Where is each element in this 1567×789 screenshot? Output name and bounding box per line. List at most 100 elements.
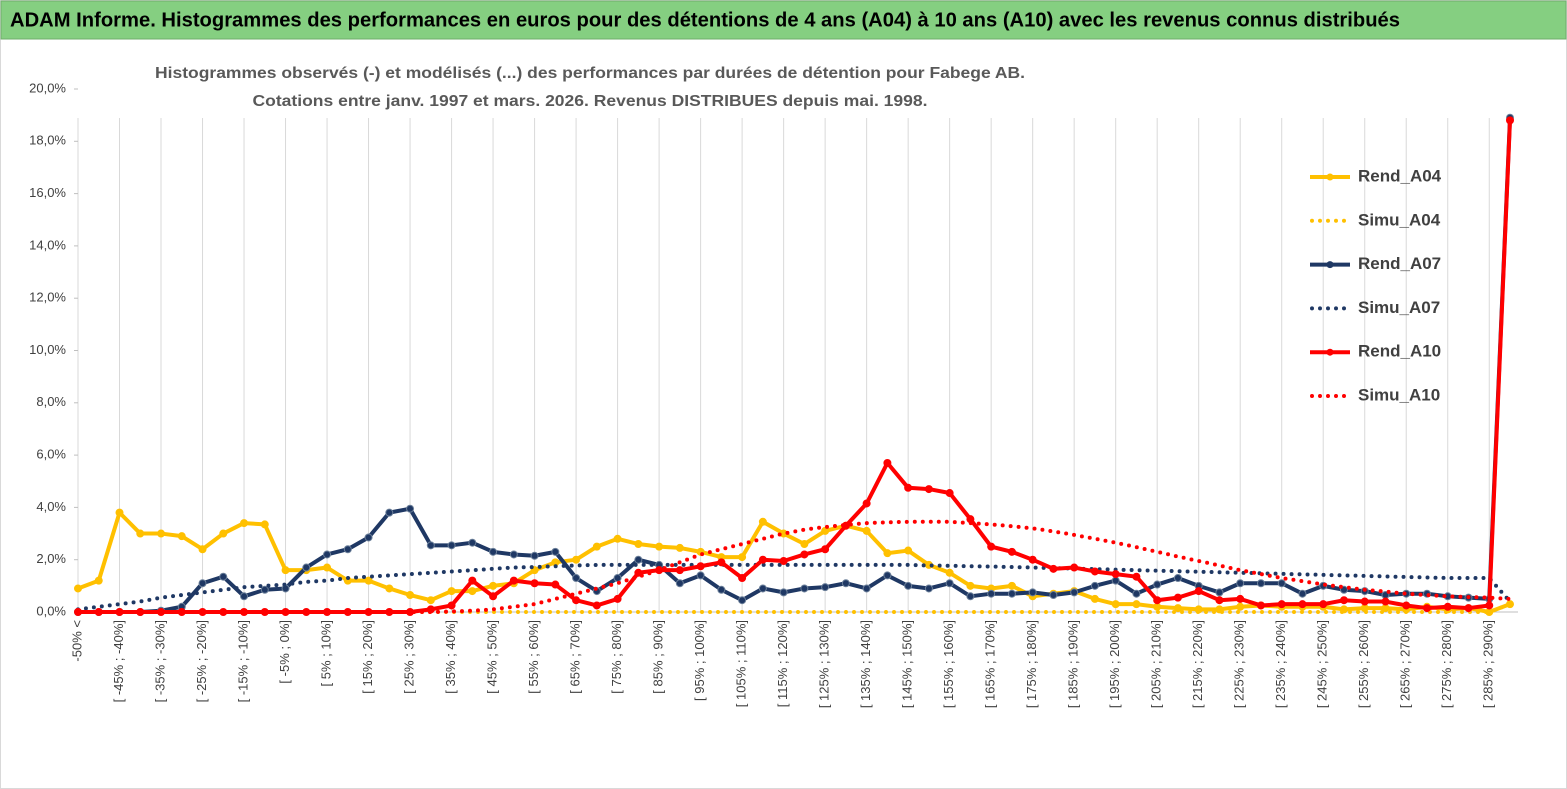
marker [1173,604,1182,613]
marker [1153,596,1162,605]
x-tick-label: [ 5% ; 10%] [318,620,333,686]
marker [924,485,933,494]
x-tick-label: [ 15% ; 20%] [360,620,375,694]
marker [260,585,269,594]
marker [696,562,705,571]
x-tick-label: [ 155% ; 160%] [941,620,956,708]
marker [821,545,830,554]
marker [447,541,456,550]
legend-label: Simu_A07 [1358,298,1440,317]
marker [613,574,622,583]
y-tick-label: 2,0% [36,551,66,566]
marker [1422,604,1431,613]
marker [862,584,871,593]
header-title: ADAM Informe. Histogrammes des performan… [10,9,1400,31]
x-tick-label: [ -15% ; -10%] [235,620,250,702]
y-tick-label: 6,0% [36,447,66,462]
marker [468,576,477,585]
marker [94,576,103,585]
marker [779,588,788,597]
marker [800,540,809,549]
x-tick-label: [ 115% ; 120%] [775,620,790,707]
marker [240,592,249,601]
marker [1215,588,1224,597]
marker [696,571,705,580]
marker [779,557,788,566]
legend-label: Simu_A10 [1358,385,1440,404]
x-tick-label: [ 225% ; 230%] [1232,620,1247,708]
marker [240,519,249,528]
marker [406,504,415,513]
marker [530,551,539,560]
series-line [76,519,1512,614]
x-tick-label: [ -35% ; -30%] [152,620,167,702]
marker [364,533,373,542]
marker [1277,600,1286,609]
marker [157,529,166,538]
marker [572,596,581,605]
marker [198,545,207,554]
series-line [76,562,1512,612]
marker [1319,600,1328,609]
x-tick-label: -50% < [69,620,84,662]
x-tick-label: [ 265% ; 270%] [1398,620,1413,708]
marker [489,592,498,601]
marker [426,596,435,605]
marker [1402,601,1411,610]
marker [945,568,954,577]
marker [1256,601,1265,610]
marker [1007,547,1016,556]
marker [717,585,726,594]
marker [592,542,601,551]
marker [1236,579,1245,588]
marker [1132,589,1141,598]
marker [862,526,871,535]
legend-label: Simu_A04 [1358,210,1441,229]
series-line [78,117,1512,614]
marker [945,489,954,498]
marker [800,584,809,593]
header-bar [0,0,1567,40]
marker [489,547,498,556]
x-tick-label: [ 175% ; 180%] [1024,620,1039,708]
marker [1298,589,1307,598]
legend-label: Rend_A04 [1358,166,1442,185]
marker [987,542,996,551]
x-tick-label: [ 95% ; 100%] [692,620,707,701]
marker [551,580,560,589]
marker [966,592,975,601]
x-tick-label: [ 65% ; 70%] [568,620,583,694]
marker [1153,602,1162,611]
marker [281,566,290,575]
marker [613,534,622,543]
x-tick-label: [ 135% ; 140%] [858,620,873,708]
marker [115,508,124,517]
marker [924,584,933,593]
marker [177,532,186,541]
marker [1007,581,1016,590]
x-tick-label: [ 85% ; 90%] [651,620,666,694]
x-tick-label: [ 55% ; 60%] [526,620,541,694]
marker [675,579,684,588]
x-tick-label: [ -25% ; -20%] [194,620,209,702]
marker [1298,600,1307,609]
legend-label: Rend_A07 [1358,254,1441,273]
marker [1443,602,1452,611]
marker [1049,564,1058,573]
marker [1132,572,1141,581]
x-tick-label: [ 275% ; 280%] [1439,620,1454,708]
x-tick-label: [ 45% ; 50%] [485,620,500,694]
x-tick-label: [ 125% ; 130%] [817,620,832,708]
marker [1256,579,1265,588]
marker [1173,574,1182,583]
marker [530,579,539,588]
x-tick-label: [ 75% ; 80%] [609,620,624,694]
marker [136,529,145,538]
marker [572,555,581,564]
marker [987,589,996,598]
x-tick-label: [ 235% ; 240%] [1273,620,1288,708]
marker [883,549,892,558]
marker [364,576,373,585]
marker [447,601,456,610]
y-tick-label: 18,0% [29,133,66,148]
